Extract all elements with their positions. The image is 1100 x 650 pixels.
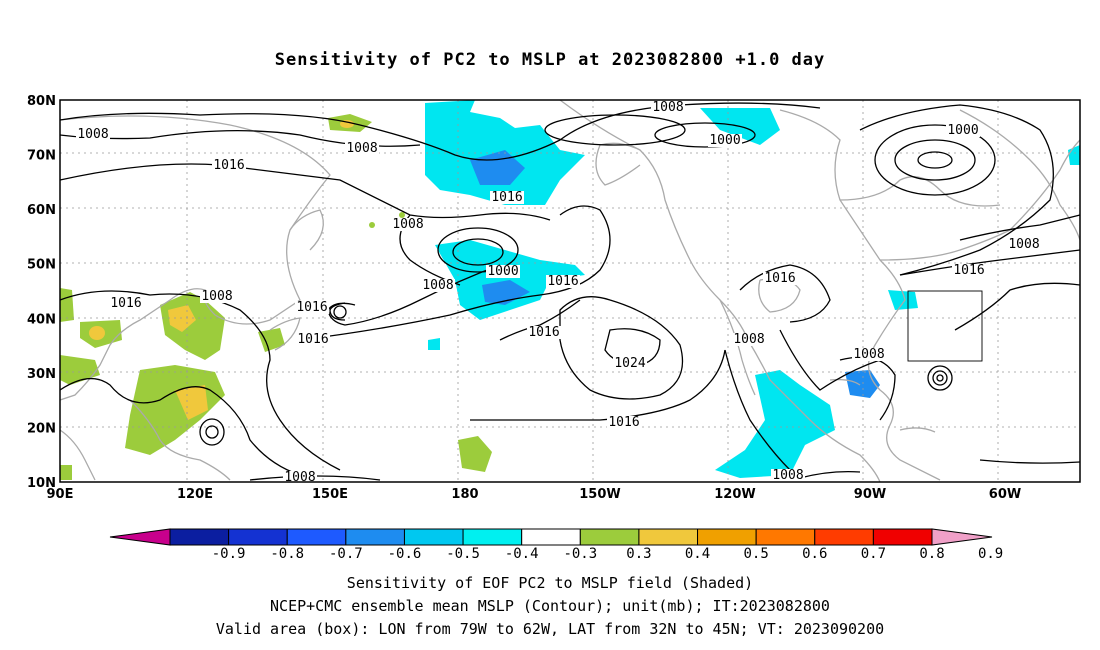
colorbar-swatch (697, 528, 757, 546)
colorbar-label: -0.6 (388, 546, 422, 562)
contour-label: 1016 (213, 158, 244, 173)
colorbar-swatch (462, 528, 523, 546)
lat-tick-label: 30N (27, 367, 56, 382)
colorbar-swatch (872, 528, 933, 546)
lon-tick-label: 90E (47, 487, 74, 502)
lat-tick-label: 80N (27, 94, 56, 109)
lon-tick-label: 60W (989, 487, 1021, 502)
contour-label: 1016 (491, 190, 522, 205)
lat-tick-label: 70N (27, 149, 56, 164)
colorbar-label: 0.4 (685, 546, 710, 562)
shade-pos-region (175, 385, 208, 420)
plot-frame (59, 99, 1081, 483)
colorbar-label: 0.5 (744, 546, 769, 562)
contour-label: 1016 (110, 296, 141, 311)
shade-neg-region (428, 338, 440, 350)
contour-label: 1008 (652, 100, 683, 115)
caption-line-2: NCEP+CMC ensemble mean MSLP (Contour); u… (270, 597, 830, 615)
colorbar-label: -0.5 (446, 546, 480, 562)
colorbar-swatch (755, 528, 816, 546)
contour-label: 1008 (201, 289, 232, 304)
contour-label: 1016 (953, 263, 984, 278)
valid-area-box (907, 290, 983, 362)
contour-label: 1016 (297, 332, 328, 347)
shade-pos-region (258, 328, 285, 352)
shade-neg-region (888, 290, 918, 310)
contour-label: 1008 (392, 217, 423, 232)
colorbar-label: 0.3 (626, 546, 651, 562)
colorbar-label: -0.3 (563, 546, 597, 562)
shade-neg-region (1068, 145, 1080, 165)
colorbar-swatch (638, 528, 699, 546)
shade-pos-region (89, 326, 105, 340)
shade-pos-region (168, 305, 196, 332)
shade-neg-region (482, 280, 530, 305)
contour-label: 1000 (487, 264, 518, 279)
chart-title: Sensitivity of PC2 to MSLP at 2023082800… (274, 50, 826, 70)
colorbar-swatch (403, 528, 464, 546)
shade-pos-region (369, 222, 375, 228)
contour-label: 1016 (547, 274, 578, 289)
lat-tick-label: 20N (27, 421, 56, 436)
shade-pos-region (458, 436, 492, 472)
colorbar-label: 0.8 (919, 546, 944, 562)
contour-label: 1008 (733, 332, 764, 347)
contour-label: 1000 (709, 133, 740, 148)
colorbar-swatch (286, 528, 347, 546)
colorbar-label: 0.6 (802, 546, 827, 562)
colorbar-swatch (169, 528, 230, 546)
colorbar-swatch (228, 528, 288, 546)
lon-tick-label: 150W (579, 487, 620, 502)
lat-tick-label: 10N (27, 476, 56, 491)
shade-neg-region (715, 370, 835, 478)
shade-pos-region (60, 288, 74, 322)
contour-label: 1008 (77, 127, 108, 142)
colorbar-extend-right (931, 528, 993, 546)
contour-label: 1016 (528, 325, 559, 340)
colorbar-label: -0.7 (329, 546, 363, 562)
colorbar-swatch (579, 528, 640, 546)
colorbar-extend-left (109, 528, 171, 546)
contour-label: 1008 (346, 141, 377, 156)
colorbar-swatch (814, 528, 874, 546)
caption-line-3: Valid area (box): LON from 79W to 62W, L… (215, 620, 885, 638)
lat-tick-label: 40N (27, 312, 56, 327)
contour-label: 1000 (947, 123, 978, 138)
colorbar: -0.9 -0.8 -0.7 -0.6 -0.5 -0.4 -0.3 0.3 0.4 0.5 0.6… (109, 528, 1003, 562)
colorbar-swatch (345, 528, 405, 546)
lon-tick-label: 150E (312, 487, 348, 502)
contour-label: 1008 (772, 468, 803, 483)
colorbar-label: -0.4 (505, 546, 539, 562)
colorbar-label: -0.9 (212, 546, 246, 562)
contour-label: 1008 (1008, 237, 1039, 252)
contour-label: 1008 (422, 278, 453, 293)
contour-label: 1024 (614, 356, 645, 371)
caption-line-1: Sensitivity of EOF PC2 to MSLP field (Sh… (346, 574, 754, 592)
colorbar-label: 0.7 (861, 546, 886, 562)
contour-label: 1016 (764, 271, 795, 286)
mslp-contours (59, 102, 1081, 481)
lon-tick-label: 90W (854, 487, 886, 502)
colorbar-swatch (521, 528, 581, 546)
shade-pos-region (60, 465, 72, 480)
lon-tick-label: 120W (714, 487, 755, 502)
shade-neg-region (470, 150, 525, 185)
lat-tick-label: 50N (27, 258, 56, 273)
contour-label: 1016 (608, 415, 639, 430)
colorbar-label: 0.9 (978, 546, 1003, 562)
shade-pos-region (399, 212, 405, 218)
lon-tick-label: 120E (177, 487, 213, 502)
contour-label: 1008 (853, 347, 884, 362)
contour-label: 1016 (296, 300, 327, 315)
lat-tick-label: 60N (27, 203, 56, 218)
gridlines (60, 100, 1080, 482)
lon-tick-label: 180 (451, 487, 478, 502)
colorbar-label: -0.8 (270, 546, 304, 562)
